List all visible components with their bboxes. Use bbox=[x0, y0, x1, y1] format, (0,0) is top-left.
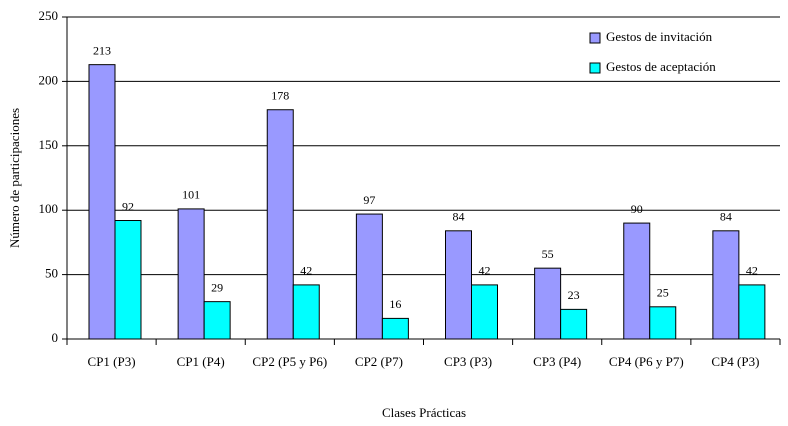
y-tick-label: 0 bbox=[52, 330, 59, 345]
bar bbox=[738, 284, 766, 340]
data-label: 90 bbox=[631, 202, 643, 216]
bar bbox=[266, 109, 294, 340]
y-tick-label: 200 bbox=[39, 72, 59, 87]
bar bbox=[177, 208, 205, 340]
data-label: 23 bbox=[568, 288, 580, 302]
data-label: 55 bbox=[542, 247, 554, 261]
legend-swatch bbox=[589, 32, 601, 44]
data-label: 42 bbox=[300, 264, 312, 278]
x-axis-label: Clases Prácticas bbox=[382, 405, 466, 420]
data-label: 178 bbox=[271, 88, 289, 102]
x-tick-label: CP3 (P4) bbox=[533, 354, 582, 369]
data-label: 97 bbox=[363, 193, 375, 207]
y-tick-label: 150 bbox=[39, 137, 59, 152]
bar bbox=[292, 284, 320, 340]
data-label: 42 bbox=[746, 264, 758, 278]
x-tick-label: CP2 (P5 y P6) bbox=[252, 354, 328, 369]
bar bbox=[203, 301, 231, 340]
bar bbox=[445, 230, 472, 340]
bar bbox=[381, 317, 409, 340]
data-label: 84 bbox=[453, 210, 465, 224]
bar bbox=[114, 220, 142, 340]
x-tick-label: CP1 (P4) bbox=[176, 354, 225, 369]
data-label: 101 bbox=[182, 188, 200, 202]
legend-label: Gestos de aceptación bbox=[606, 59, 716, 74]
y-tick-label: 250 bbox=[39, 8, 59, 23]
bar bbox=[649, 306, 677, 340]
legend-swatch bbox=[589, 62, 601, 74]
y-tick-label: 50 bbox=[45, 266, 58, 281]
data-label: 92 bbox=[122, 199, 134, 213]
x-tick-label: CP2 (P7) bbox=[354, 354, 403, 369]
bar bbox=[623, 222, 651, 340]
data-label: 213 bbox=[93, 43, 111, 57]
x-tick-label: CP4 (P3) bbox=[711, 354, 760, 369]
bar bbox=[355, 213, 383, 340]
legend-label: Gestos de invitación bbox=[606, 29, 713, 44]
x-tick-label: CP3 (P3) bbox=[444, 354, 493, 369]
y-axis-label: Número de participaciones bbox=[7, 108, 22, 248]
data-label: 29 bbox=[211, 280, 223, 294]
bar bbox=[88, 64, 116, 340]
data-label: 42 bbox=[479, 264, 491, 278]
data-label: 84 bbox=[720, 210, 732, 224]
bar bbox=[471, 284, 498, 340]
bar bbox=[534, 267, 562, 340]
bar bbox=[560, 308, 588, 340]
data-label: 16 bbox=[389, 297, 401, 311]
x-tick-label: CP1 (P3) bbox=[87, 354, 136, 369]
data-label: 25 bbox=[657, 286, 669, 300]
bar bbox=[712, 230, 740, 340]
y-tick-label: 100 bbox=[39, 201, 59, 216]
x-tick-label: CP4 (P6 y P7) bbox=[608, 354, 684, 369]
